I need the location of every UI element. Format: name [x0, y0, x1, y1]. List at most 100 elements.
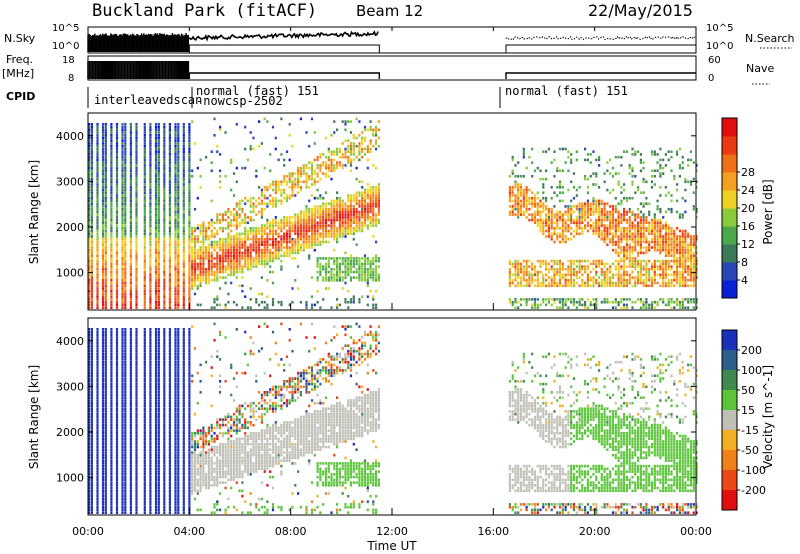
power-cell [324, 210, 328, 214]
power-cell [363, 221, 367, 225]
power-cell [349, 210, 353, 214]
power-cell [322, 213, 325, 216]
power-cell [678, 259, 681, 263]
power-cell [667, 232, 670, 236]
power-cell [324, 229, 328, 233]
power-cell [263, 207, 266, 211]
power-cell [531, 303, 534, 307]
power-cell [614, 235, 617, 238]
power-cell [369, 139, 372, 142]
power-cell [358, 120, 361, 123]
power-cell [182, 207, 185, 211]
power-cell [561, 224, 564, 227]
power-cell [88, 142, 91, 145]
power-cell [628, 251, 631, 255]
power-cell [528, 199, 531, 203]
power-cell [308, 144, 311, 148]
power-cell [227, 300, 230, 304]
power-cell [572, 268, 576, 271]
power-cell [681, 281, 684, 285]
power-cell [653, 273, 656, 277]
power-cell [88, 161, 91, 164]
power-cell [631, 169, 634, 173]
power-cell [213, 221, 216, 225]
power-cell [260, 229, 263, 233]
power-cell [322, 153, 325, 156]
power-cell [550, 298, 553, 301]
power-cell [135, 144, 138, 148]
power-cell [642, 191, 645, 194]
power-cell [258, 262, 261, 266]
power-cell [168, 262, 171, 266]
power-cell [525, 207, 528, 211]
power-cell [349, 150, 353, 153]
nave-label: Nave [746, 62, 774, 75]
power-cell [341, 221, 344, 225]
power-cell [241, 218, 244, 222]
power-cell [305, 300, 308, 304]
power-cell [625, 281, 628, 285]
power-cell [149, 251, 152, 255]
power-cell [375, 134, 378, 137]
power-cell [274, 186, 277, 189]
power-cell [101, 273, 105, 277]
power-cell [542, 276, 545, 279]
power-cell [684, 235, 687, 238]
power-cell [347, 257, 350, 260]
power-cell [96, 221, 99, 225]
power-cell [269, 186, 272, 189]
power-cell [121, 251, 124, 255]
power-cell [135, 246, 138, 249]
power-cell [358, 218, 361, 222]
power-cell [302, 227, 305, 230]
power-cell [124, 276, 127, 279]
power-cell [358, 257, 361, 260]
power-cell [188, 196, 191, 200]
power-cell [319, 155, 322, 159]
power-cell [659, 207, 662, 211]
power-cell [149, 131, 152, 134]
power-cell [316, 243, 319, 246]
power-cell [341, 227, 344, 230]
power-cell [377, 273, 380, 277]
power-cell [620, 298, 623, 301]
power-cell [363, 194, 367, 197]
power-cell [235, 262, 238, 266]
power-cell [154, 186, 158, 189]
power-cell [550, 268, 553, 271]
power-cell [511, 194, 514, 197]
power-cell [224, 213, 227, 216]
power-cell [676, 210, 679, 214]
power-cell [327, 259, 330, 263]
power-cell [586, 306, 589, 309]
power-cell [547, 218, 550, 222]
power-cell [625, 221, 628, 225]
power-cell [271, 251, 275, 255]
power-cell [519, 183, 523, 186]
power-cell [547, 284, 550, 288]
power-cell [283, 218, 286, 222]
power-cell [625, 284, 628, 288]
power-cell [650, 281, 654, 285]
power-cell [561, 306, 564, 309]
power-cell [310, 172, 314, 175]
power-cell [310, 237, 314, 241]
power-cell [219, 175, 222, 178]
power-cell [299, 232, 302, 236]
power-cell [154, 246, 158, 249]
power-cell [338, 161, 341, 164]
power-cell [110, 196, 113, 200]
power-cell [232, 273, 236, 277]
power-cell [553, 284, 556, 288]
power-cell [681, 155, 684, 159]
power-cell [578, 213, 581, 216]
power-cell [322, 279, 325, 282]
power-cell [182, 153, 185, 156]
power-cell [517, 199, 520, 203]
power-cell [637, 216, 640, 219]
power-cell [609, 300, 612, 304]
power-cell [129, 251, 132, 255]
power-cell [603, 216, 606, 219]
power-cell [235, 259, 238, 263]
power-cell [656, 240, 659, 244]
